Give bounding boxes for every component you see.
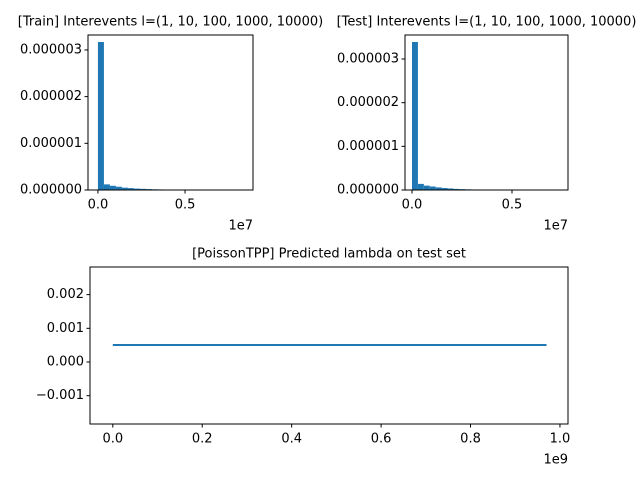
- y-tick-label: 0.000003: [337, 52, 399, 67]
- y-tick-label: 0.000000: [20, 183, 82, 198]
- x-tick-label: 0.4: [281, 432, 302, 447]
- x-tick-label: 1.0: [550, 432, 571, 447]
- axes-frame: [404, 34, 569, 191]
- y-tick-label: 0.000003: [20, 42, 82, 57]
- bar: [429, 186, 436, 190]
- x-offset-label: 1e7: [228, 219, 253, 234]
- x-tick-label: 0.0: [88, 198, 109, 213]
- y-tick-label: 0.000000: [337, 183, 399, 198]
- bar: [417, 183, 424, 190]
- x-offset-label: 1e9: [543, 453, 568, 468]
- bar: [423, 185, 430, 190]
- axes-frame: [87, 34, 254, 191]
- bar: [447, 188, 454, 190]
- x-offset-label: 1e7: [543, 219, 568, 234]
- y-tick-label: 0.000: [47, 355, 84, 370]
- subplot-title: [Test] Interevents l=(1, 10, 100, 1000, …: [337, 15, 637, 30]
- bar: [133, 188, 140, 190]
- x-tick-label: 0.5: [175, 198, 196, 213]
- y-tick-label: 0.000001: [20, 136, 82, 151]
- bar: [97, 42, 104, 190]
- x-tick-label: 0.0: [102, 432, 123, 447]
- y-tick-label: −0.001: [36, 388, 84, 403]
- bar: [453, 188, 460, 190]
- y-tick-label: 0.000002: [20, 89, 82, 104]
- bar: [103, 184, 110, 190]
- bar: [139, 188, 146, 190]
- y-tick-label: 0.000002: [337, 95, 399, 110]
- x-tick-label: 0.8: [460, 432, 481, 447]
- subplot-title: [Train] Interevents l=(1, 10, 100, 1000,…: [18, 15, 323, 30]
- bar: [412, 41, 418, 190]
- bar: [115, 186, 122, 190]
- y-tick-label: 0.000001: [337, 139, 399, 154]
- bar: [109, 185, 116, 190]
- x-tick-label: 0.0: [402, 198, 423, 213]
- bar: [441, 188, 448, 190]
- x-tick-label: 0.5: [502, 198, 523, 213]
- x-tick-label: 0.6: [371, 432, 392, 447]
- bar: [435, 187, 442, 190]
- bar: [121, 187, 128, 190]
- y-tick-label: 0.001: [47, 321, 84, 336]
- x-tick-label: 0.2: [192, 432, 213, 447]
- axes-frame: [89, 266, 569, 425]
- bar: [127, 188, 134, 190]
- y-tick-label: 0.002: [47, 287, 84, 302]
- subplot-title: [PoissonTPP] Predicted lambda on test se…: [192, 247, 466, 262]
